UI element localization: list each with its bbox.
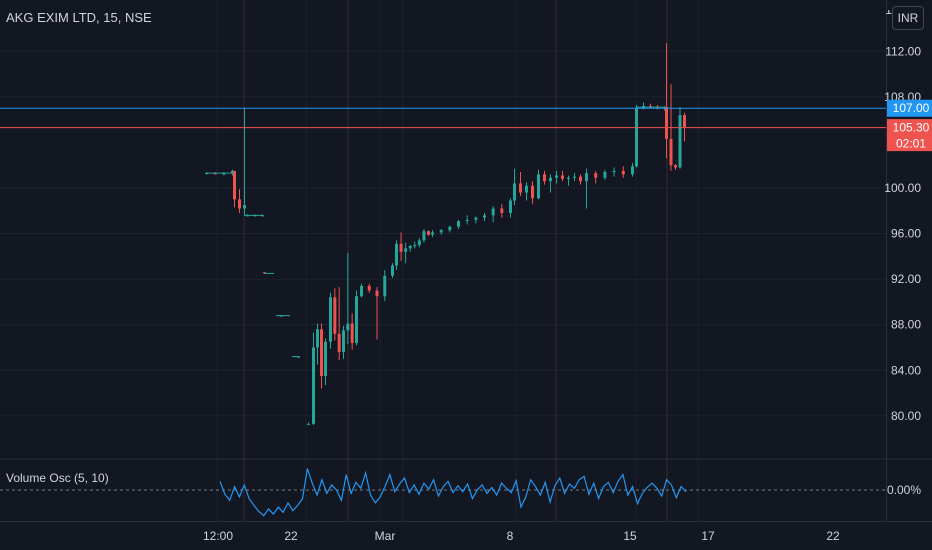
y-tick-label: 88.00 <box>891 318 921 332</box>
candle-body <box>573 176 576 178</box>
y-tick-label: 112.00 <box>885 44 921 58</box>
last-price-label: 105.30 <box>893 121 930 135</box>
candle-body <box>375 290 379 297</box>
osc-tick-label: 0.00% <box>887 483 921 497</box>
candle-body <box>483 215 486 218</box>
candle-body <box>307 423 310 425</box>
candle-body <box>656 107 659 109</box>
level-label-box <box>887 99 932 117</box>
candle-body <box>320 329 323 376</box>
candle-body <box>383 275 387 297</box>
candle-body <box>263 272 266 274</box>
candle-body <box>465 219 469 222</box>
candle-body <box>233 170 236 200</box>
candle-body <box>422 231 426 241</box>
candle-body <box>543 174 546 182</box>
candle-body <box>612 170 616 173</box>
candle-body <box>439 230 443 233</box>
candle-body <box>500 208 504 214</box>
candle-body <box>231 170 234 174</box>
candle-body <box>665 107 668 139</box>
candle-body <box>238 199 241 209</box>
candle-body <box>243 205 246 209</box>
candle-body <box>395 243 398 266</box>
candle-body <box>663 107 666 109</box>
candle-body <box>525 185 528 193</box>
y-tick-label: 96.00 <box>891 227 921 241</box>
candle-body <box>669 138 673 166</box>
candle-body <box>355 296 358 343</box>
candle-body <box>329 297 332 342</box>
candle-body <box>213 173 217 175</box>
candle-body <box>649 105 652 108</box>
y-tick-label: 100.00 <box>884 181 921 195</box>
x-tick-label: 22 <box>826 529 840 543</box>
candle-body <box>360 285 363 297</box>
candle-body <box>316 329 319 348</box>
x-tick-label: 15 <box>623 529 637 543</box>
candle-body <box>594 173 598 178</box>
candle-body <box>350 323 354 343</box>
x-tick-label: 22 <box>284 529 298 543</box>
candle-body <box>579 176 582 182</box>
x-tick-label: 12:00 <box>203 529 233 543</box>
candle-body <box>408 246 412 249</box>
level-label: 107.00 <box>893 101 930 115</box>
candle-body <box>367 285 371 291</box>
currency-badge[interactable]: INR <box>892 6 924 30</box>
candle-body <box>537 174 540 199</box>
candle-body <box>457 221 460 227</box>
candle-body <box>635 108 638 167</box>
candle-body <box>427 231 430 235</box>
candle-body <box>431 232 434 235</box>
candle-body <box>404 248 408 252</box>
x-tick-label: Mar <box>375 529 396 543</box>
candle-body <box>509 200 512 214</box>
x-tick-label: 17 <box>701 529 715 543</box>
candle-body <box>342 330 345 353</box>
candle-body <box>337 333 341 353</box>
y-tick-label: 80.00 <box>891 409 921 423</box>
candle-body <box>683 115 686 128</box>
candle-body <box>678 115 682 168</box>
candle-body <box>413 244 417 247</box>
candle-body <box>631 166 634 175</box>
candle-body <box>585 173 588 182</box>
symbol-title[interactable]: AKG EXIM LTD, 15, NSE <box>6 10 152 25</box>
candle-body <box>448 226 452 231</box>
candle-body <box>519 183 522 193</box>
candle-body <box>531 185 534 199</box>
candle-body <box>513 183 516 201</box>
candle-body <box>261 215 264 217</box>
volume-osc-label[interactable]: Volume Osc (5, 10) <box>6 471 109 485</box>
osc-line <box>219 468 687 517</box>
candle-body <box>603 172 607 178</box>
y-tick-label: 92.00 <box>891 272 921 286</box>
candle-body <box>567 177 570 179</box>
countdown-label: 02:01 <box>896 137 926 151</box>
candle-body <box>222 173 226 175</box>
candle-body <box>324 341 327 376</box>
candle-body <box>333 297 337 334</box>
candle-body <box>312 347 315 424</box>
candle-body <box>346 323 350 331</box>
candle-body <box>561 175 564 179</box>
x-tick-label: 8 <box>507 529 514 543</box>
candle-body <box>391 265 394 276</box>
candle-body <box>399 243 403 252</box>
candle-body <box>621 170 625 175</box>
y-tick-label: 84.00 <box>891 363 921 377</box>
candle-body <box>674 165 677 168</box>
candle-body <box>549 177 552 182</box>
candle-body <box>417 240 421 245</box>
last-price-label-box <box>887 119 932 152</box>
candle-body <box>491 208 495 216</box>
candle-body <box>555 175 558 178</box>
candle-body <box>474 217 478 220</box>
